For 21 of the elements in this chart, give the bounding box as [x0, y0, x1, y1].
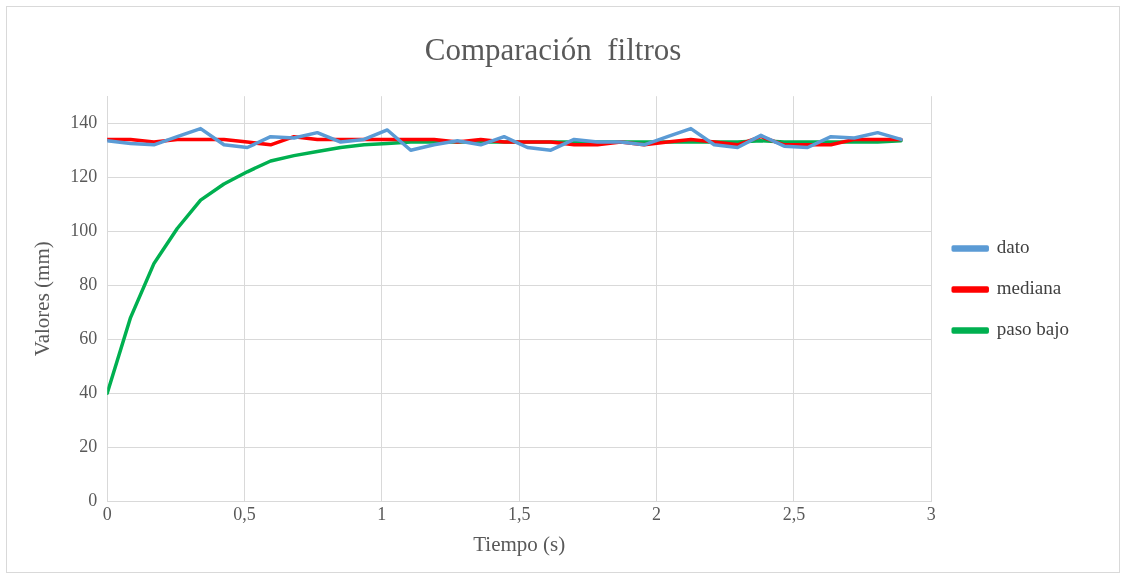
- y-tick-label: 60: [79, 327, 98, 348]
- x-tick-label: 1: [377, 503, 387, 524]
- x-tick-label: 1,5: [507, 503, 531, 524]
- x-axis-title: Tiempo (s): [473, 531, 566, 556]
- legend-label: mediana: [996, 277, 1062, 299]
- legend-label: dato: [996, 236, 1030, 258]
- y-tick-label: 0: [88, 489, 98, 510]
- y-tick-label: 140: [70, 111, 98, 132]
- y-tick-label: 20: [79, 435, 98, 456]
- x-tick-label: 0: [102, 503, 112, 524]
- y-axis-title: Valores (mm): [30, 241, 55, 357]
- x-tick-label: 2: [652, 503, 662, 524]
- chart-title: Comparación filtros: [424, 31, 682, 67]
- x-tick-label: 0,5: [233, 503, 256, 524]
- x-tick-label: 2,5: [782, 503, 806, 524]
- y-tick-label: 120: [70, 165, 98, 186]
- y-tick-label: 80: [79, 273, 98, 294]
- x-tick-label: 3: [926, 503, 936, 524]
- y-tick-label: 100: [70, 219, 98, 240]
- legend-label: paso bajo: [996, 318, 1070, 340]
- y-tick-label: 40: [79, 381, 98, 402]
